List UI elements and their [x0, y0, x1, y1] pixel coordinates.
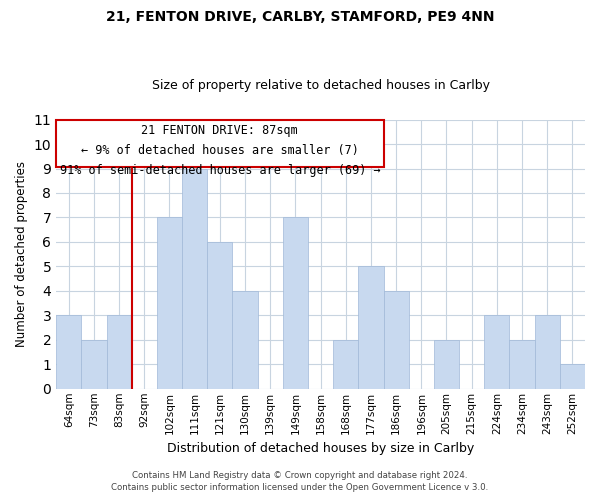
Bar [333, 340, 358, 389]
Text: Contains HM Land Registry data © Crown copyright and database right 2024.
Contai: Contains HM Land Registry data © Crown c… [112, 471, 488, 492]
Text: 21 FENTON DRIVE: 87sqm: 21 FENTON DRIVE: 87sqm [142, 124, 298, 136]
Y-axis label: Number of detached properties: Number of detached properties [15, 161, 28, 347]
FancyBboxPatch shape [56, 120, 383, 168]
Bar [358, 266, 383, 389]
Bar [107, 316, 132, 389]
Title: Size of property relative to detached houses in Carlby: Size of property relative to detached ho… [152, 79, 490, 92]
Text: 21, FENTON DRIVE, CARLBY, STAMFORD, PE9 4NN: 21, FENTON DRIVE, CARLBY, STAMFORD, PE9 … [106, 10, 494, 24]
Bar [560, 364, 585, 389]
Bar [434, 340, 459, 389]
Bar [207, 242, 232, 389]
Bar [82, 340, 107, 389]
Bar [484, 316, 509, 389]
Bar [283, 218, 308, 389]
Bar [232, 291, 257, 389]
Text: ← 9% of detached houses are smaller (7): ← 9% of detached houses are smaller (7) [81, 144, 359, 157]
Bar [56, 316, 82, 389]
Bar [157, 218, 182, 389]
Text: 91% of semi-detached houses are larger (69) →: 91% of semi-detached houses are larger (… [59, 164, 380, 177]
Bar [383, 291, 409, 389]
Bar [182, 168, 207, 389]
X-axis label: Distribution of detached houses by size in Carlby: Distribution of detached houses by size … [167, 442, 474, 455]
Bar [509, 340, 535, 389]
Bar [535, 316, 560, 389]
